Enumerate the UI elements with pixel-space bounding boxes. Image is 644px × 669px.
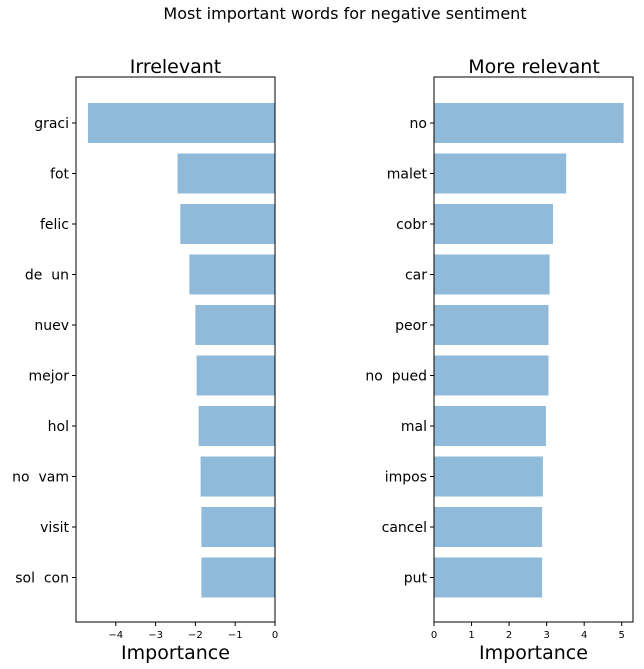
category-label-more-relevant: car [405,268,427,284]
bar-irrelevant [198,406,275,446]
x-tick-label-more-relevant: 0 [431,630,437,641]
bars-irrelevant [87,103,276,598]
x-tick-label-irrelevant: −1 [228,630,243,641]
category-labels-more-relevant: no malet cobr car peor no pued mal impos cancel p… [365,116,434,587]
category-label-more-relevant: cancel [382,520,427,536]
category-label-more-relevant: mal [401,419,427,435]
axes-frame-more-relevant [433,76,634,623]
bars-more-relevant [434,103,624,598]
x-ticks-irrelevant: −4 −3 −2 −1 0 [108,622,278,641]
axes-frame-irrelevant [75,76,276,623]
category-label-irrelevant: nuev [34,318,69,334]
chart-more-relevant: More relevant no malet cobr car peor no pued m… [365,56,634,664]
bar-irrelevant [195,305,275,345]
bar-more-relevant [434,254,550,295]
x-tick-label-more-relevant: 5 [619,630,625,641]
category-label-irrelevant: sol con [15,571,69,587]
bar-more-relevant [434,355,549,396]
category-label-irrelevant: fot [50,167,69,183]
category-label-irrelevant: visit [40,520,69,536]
chart-title-irrelevant: Irrelevant [130,56,222,78]
category-label-irrelevant: mejor [29,369,70,385]
category-label-more-relevant: impos [385,470,427,486]
category-label-more-relevant: cobr [396,217,427,233]
bar-more-relevant [434,406,546,446]
category-label-irrelevant: graci [34,116,69,132]
bar-irrelevant [201,557,275,598]
bar-irrelevant [196,355,275,396]
category-label-irrelevant: hol [48,419,69,435]
bar-more-relevant [434,557,543,598]
bar-more-relevant [434,507,543,547]
bar-more-relevant [434,204,553,244]
bar-irrelevant [87,103,276,143]
x-tick-label-more-relevant: 4 [581,630,587,641]
category-labels-irrelevant: graci fot felic de un nuev mejor hol no vam visi… [12,116,76,587]
bar-more-relevant [434,103,624,143]
bar-irrelevant [201,507,275,547]
bar-more-relevant [434,153,567,194]
x-axis-label-more-relevant: Importance [479,642,588,664]
bar-irrelevant [189,254,275,295]
bar-irrelevant [200,456,275,497]
bar-irrelevant [177,153,275,194]
category-label-irrelevant: de un [25,268,69,284]
figure-suptitle: Most important words for negative sentim… [163,4,526,23]
bar-more-relevant [434,456,543,497]
x-axis-label-irrelevant: Importance [121,642,230,664]
x-tick-label-more-relevant: 1 [468,630,474,641]
category-label-more-relevant: no [410,116,427,132]
category-label-irrelevant: felic [40,217,69,233]
category-label-irrelevant: no vam [12,470,69,486]
x-tick-label-irrelevant: −3 [148,630,163,641]
chart-title-more-relevant: More relevant [468,56,600,78]
chart-irrelevant: Irrelevant graci fot felic de un nuev mejor ho… [12,56,278,664]
x-tick-label-irrelevant: −2 [188,630,203,641]
category-label-more-relevant: put [404,571,428,587]
bar-more-relevant [434,305,549,345]
category-label-more-relevant: no pued [365,369,427,385]
bar-irrelevant [180,204,275,244]
x-tick-label-more-relevant: 2 [506,630,512,641]
x-tick-label-irrelevant: 0 [272,630,278,641]
category-label-more-relevant: malet [387,167,428,183]
category-label-more-relevant: peor [395,318,427,334]
x-tick-label-irrelevant: −4 [108,630,123,641]
x-ticks-more-relevant: 0 1 2 3 4 5 [431,622,625,641]
x-tick-label-more-relevant: 3 [543,630,549,641]
